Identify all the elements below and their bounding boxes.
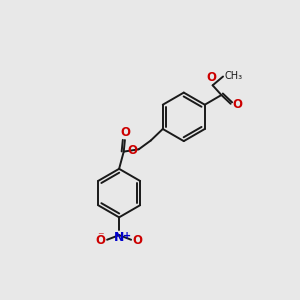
Text: O: O [232,98,242,111]
Text: O: O [120,126,130,139]
Text: O: O [95,234,106,247]
Text: CH₃: CH₃ [224,71,242,81]
Text: ⁻: ⁻ [97,230,104,244]
Text: N: N [114,231,124,244]
Text: O: O [128,144,138,157]
Text: O: O [207,71,217,84]
Text: O: O [133,234,143,247]
Text: +: + [123,231,131,241]
